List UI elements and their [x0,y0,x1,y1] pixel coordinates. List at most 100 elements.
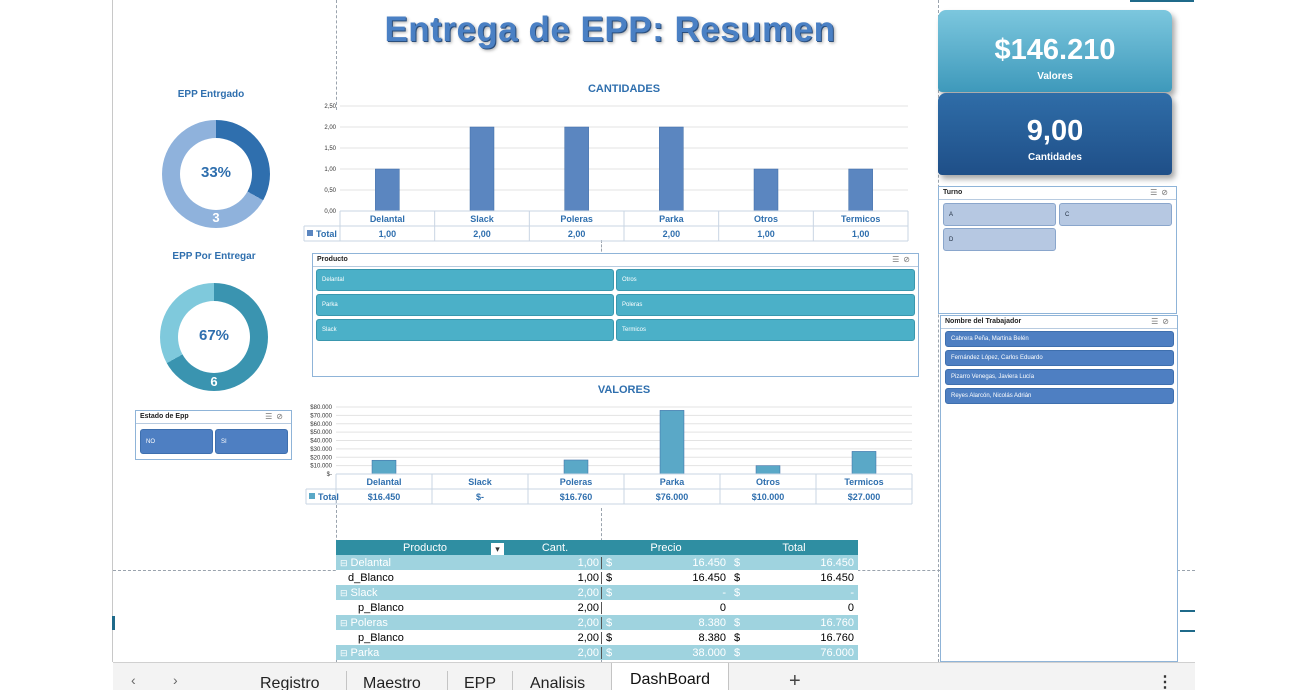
slicer-item[interactable]: Otros [616,269,915,291]
cell-cant: 2,00 [510,601,602,614]
cell-cant: 1,00 [510,571,602,584]
tab-analisis[interactable]: Analisis [530,675,586,690]
data-label: $16.760 [560,492,593,502]
bar [564,126,589,212]
slicer-item[interactable]: Delantal [316,269,614,291]
clear-filter-icon[interactable]: ⊘ [903,255,914,264]
row-label: Delantal [350,556,391,569]
category-label: Parka [659,214,685,224]
cell-total: $16.450 [730,557,858,569]
multi-select-icon[interactable]: ☰ [1150,188,1162,197]
teal-marker [112,616,115,630]
multi-select-icon[interactable]: ☰ [892,255,904,264]
slicer-item[interactable]: Cabrera Peña, Martina Belén [945,331,1174,347]
expand-collapse-icon[interactable]: ⊟ [340,557,348,568]
tab-registro[interactable]: Registro [260,675,320,690]
data-label: $76.000 [656,492,689,502]
kpi-cantidades-card: 9,00 Cantidades [938,93,1172,175]
bar [753,168,779,212]
slicer-item[interactable]: C [1059,203,1172,226]
tab-dashboard[interactable]: DashBoard [611,663,729,690]
header-label: Precio [650,541,682,554]
slicer-item[interactable]: D [943,228,1056,251]
slicer-item[interactable]: A [943,203,1056,226]
cell-value: 16.760 [820,631,854,644]
slicer-divider [941,328,1177,329]
slicer-item[interactable]: Poleras [616,294,915,316]
teal-marker [1180,630,1195,632]
multi-select-icon[interactable]: ☰ [265,412,277,421]
tab-epp[interactable]: EPP [464,675,497,690]
slicer-icons[interactable]: ☰⊘ [892,255,914,264]
row-label: Slack [350,586,378,599]
tab-maestro[interactable]: Maestro [363,675,421,690]
slicer-icons[interactable]: ☰⊘ [1151,317,1173,326]
slicer-item[interactable]: NO [140,429,213,454]
cell-precio: $8.380 [602,632,730,644]
cell-producto: p_Blanco [336,632,510,644]
pivot-group-row[interactable]: ⊟ Slack 2,00 $ - $ - [336,585,858,600]
filter-dropdown-icon[interactable]: ▾ [491,542,504,555]
cell-cant: 1,00 [510,556,602,569]
pivot-group-row[interactable]: ⊟ Delantal 1,00 $16.450 $16.450 [336,555,858,570]
data-label: $10.000 [752,492,785,502]
y-tick-label: $10.000 [310,464,332,470]
cantidades-chart: CANTIDADES 0,00 0,50 1,00 1,50 2,00 2,50 Delant… [303,83,909,242]
tab-divider [512,671,513,690]
cell-value: 8.380 [698,616,726,629]
slicer-item[interactable]: Pizarro Venegas, Javiera Lucía [945,369,1174,385]
bar [659,410,685,475]
cell-cant: 2,00 [510,646,602,659]
expand-collapse-icon[interactable]: ⊟ [340,587,348,598]
teal-marker [1130,0,1194,2]
expand-collapse-icon[interactable]: ⊟ [340,617,348,628]
next-sheet-arrow-icon[interactable]: › [173,672,178,688]
y-tick-label: 0,50 [324,188,336,194]
y-tick-label: 1,50 [324,146,336,152]
clear-filter-icon[interactable]: ⊘ [1162,317,1173,326]
slicer-title: Nombre del Trabajador [945,318,1022,325]
slicer-item[interactable]: Reyes Alarcón, Nicolás Adrián [945,388,1174,404]
slicer-item[interactable]: SI [215,429,288,454]
row-label: d_Blanco [348,571,394,584]
category-label: Poleras [560,477,593,487]
add-sheet-icon[interactable]: + [789,670,801,690]
chart-title: VALORES [598,384,650,396]
page-break-line [336,0,337,110]
pivot-item-row: d_Blanco 1,00 $16.450 $16.450 [336,570,858,585]
slicer-item[interactable]: Parka [316,294,614,316]
cell-precio: $ - [602,587,730,599]
cell-total: $16.450 [730,572,858,584]
donut-title: EPP Entrgado [177,89,245,100]
cell-cant: 2,00 [510,616,602,629]
slicer-item[interactable]: Slack [316,319,614,341]
left-margin [0,0,113,662]
slicer-item[interactable]: Termicos [616,319,915,341]
donut-percent: 33% [200,164,232,181]
bar [848,168,873,212]
donut-hole [180,138,252,210]
cell-precio: 0 [602,602,730,614]
clear-filter-icon[interactable]: ⊘ [276,412,287,421]
slicer-icons[interactable]: ☰⊘ [265,412,287,421]
category-label: Otros [754,214,778,224]
category-label: Delantal [370,214,405,224]
legend-label: Total [318,492,339,502]
pivot-group-row[interactable]: ⊟ Poleras 2,00 $8.380 $16.760 [336,615,858,630]
category-label: Delantal [366,477,401,487]
expand-collapse-icon[interactable]: ⊟ [340,647,348,658]
slicer-item[interactable]: Fernández López, Carlos Eduardo [945,350,1174,366]
more-options-icon[interactable]: ⋮ [1157,674,1173,690]
slicer-icons[interactable]: ☰⊘ [1150,188,1172,197]
header-cant: Cant. [541,541,569,554]
cell-cant: 2,00 [510,631,602,644]
data-label: $- [476,492,484,502]
prev-sheet-arrow-icon[interactable]: ‹ [131,672,136,688]
data-label: 2,00 [663,229,681,239]
currency-symbol: $ [734,571,741,584]
clear-filter-icon[interactable]: ⊘ [1161,188,1172,197]
y-tick-label: $60.000 [310,422,332,428]
pivot-group-row[interactable]: ⊟ Parka 2,00 $38.000 $76.000 [336,645,858,660]
multi-select-icon[interactable]: ☰ [1151,317,1163,326]
cell-total: $16.760 [730,617,858,629]
